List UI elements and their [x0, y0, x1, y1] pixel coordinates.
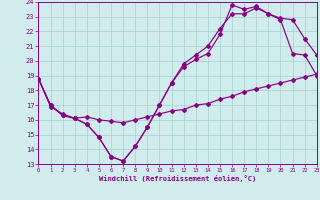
X-axis label: Windchill (Refroidissement éolien,°C): Windchill (Refroidissement éolien,°C) [99, 175, 256, 182]
